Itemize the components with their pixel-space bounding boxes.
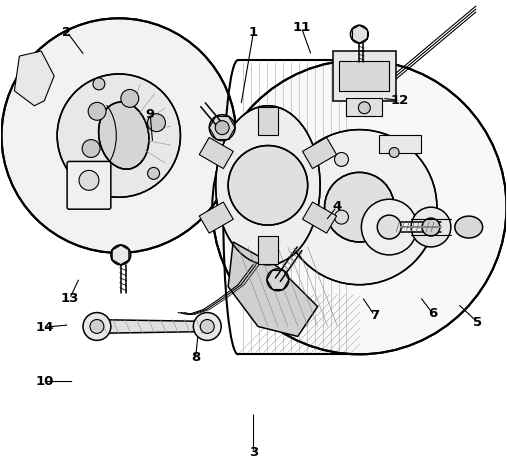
Bar [333,51,396,101]
Circle shape [215,121,229,134]
Ellipse shape [98,102,149,169]
Text: 3: 3 [249,446,258,459]
Circle shape [2,19,236,253]
Circle shape [82,140,100,158]
Polygon shape [14,51,54,106]
Text: 6: 6 [428,306,437,320]
Circle shape [389,148,399,158]
Circle shape [324,172,394,242]
Text: 5: 5 [473,316,482,329]
Bar [340,61,389,91]
Bar [199,137,233,169]
Text: 2: 2 [62,26,71,38]
Text: 13: 13 [60,293,79,305]
Text: 12: 12 [390,94,409,107]
Circle shape [212,60,506,354]
Text: 10: 10 [35,375,54,388]
Circle shape [57,74,180,197]
Text: 14: 14 [35,321,54,334]
Circle shape [88,103,106,120]
Bar [258,107,278,134]
Circle shape [335,152,348,166]
Ellipse shape [215,106,320,265]
Circle shape [93,78,105,90]
Circle shape [422,218,440,236]
Circle shape [411,207,451,247]
Circle shape [193,313,221,341]
Polygon shape [228,242,317,336]
Circle shape [267,269,289,291]
Circle shape [121,89,139,107]
Text: 9: 9 [146,108,155,121]
Bar [199,202,233,233]
Text: 8: 8 [191,352,200,364]
Circle shape [209,115,235,141]
Circle shape [200,320,214,333]
Bar [258,236,278,264]
Bar [303,202,337,233]
Polygon shape [89,320,215,333]
Bar [303,137,337,169]
Circle shape [361,199,417,255]
Bar [379,134,421,152]
Circle shape [79,171,99,190]
Circle shape [148,114,165,132]
Circle shape [111,245,131,265]
Ellipse shape [455,216,483,238]
Circle shape [377,215,401,239]
Text: 1: 1 [249,26,258,38]
Circle shape [282,130,437,285]
Text: 7: 7 [370,309,379,322]
Text: 11: 11 [292,21,310,34]
Circle shape [350,25,368,43]
Circle shape [335,210,348,224]
Bar [346,98,382,116]
FancyBboxPatch shape [67,162,111,209]
Circle shape [148,167,160,180]
Circle shape [228,145,308,225]
Circle shape [90,320,104,333]
Text: 4: 4 [332,200,341,213]
Circle shape [83,313,111,341]
Circle shape [358,102,370,114]
